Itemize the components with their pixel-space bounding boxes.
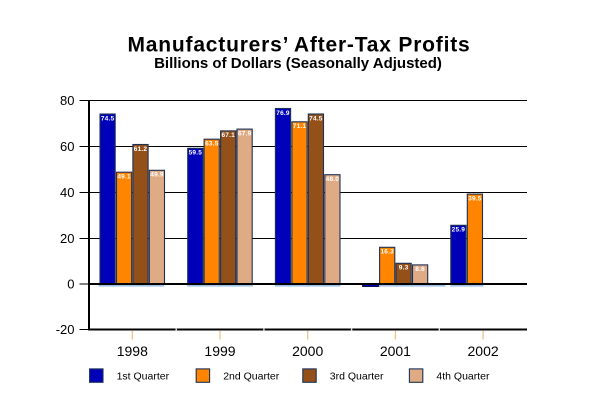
svg-text:3rd Quarter: 3rd Quarter: [330, 370, 384, 382]
svg-text:49.1: 49.1: [117, 174, 131, 181]
svg-text:74.5: 74.5: [309, 115, 323, 122]
svg-text:1998: 1998: [117, 343, 148, 359]
svg-text:48.0: 48.0: [326, 176, 340, 183]
svg-text:25.9: 25.9: [452, 227, 466, 234]
svg-text:74.5: 74.5: [101, 115, 115, 122]
svg-text:80: 80: [60, 93, 74, 108]
svg-text:4th Quarter: 4th Quarter: [436, 370, 490, 382]
svg-text:Manufacturers’ After-Tax Profi: Manufacturers’ After-Tax Profits: [128, 34, 471, 57]
svg-text:-20: -20: [56, 322, 75, 337]
svg-text:39.5: 39.5: [468, 195, 482, 202]
svg-text:9.3: 9.3: [399, 265, 409, 272]
svg-text:76.9: 76.9: [276, 110, 290, 117]
svg-text:67.9: 67.9: [238, 130, 252, 137]
svg-text:Billions of Dollars (Seasonall: Billions of Dollars (Seasonally Adjusted…: [154, 55, 442, 72]
svg-text:16.3: 16.3: [380, 249, 394, 256]
svg-text:2000: 2000: [292, 343, 323, 359]
svg-text:59.5: 59.5: [189, 150, 203, 157]
svg-text:63.5: 63.5: [205, 141, 219, 148]
svg-text:49.9: 49.9: [150, 172, 164, 179]
svg-text:8.6: 8.6: [415, 266, 425, 273]
svg-text:60: 60: [60, 139, 74, 154]
svg-text:2nd Quarter: 2nd Quarter: [223, 370, 280, 382]
svg-text:1999: 1999: [204, 343, 235, 359]
svg-text:61.2: 61.2: [134, 146, 148, 153]
svg-text:67.1: 67.1: [221, 132, 235, 139]
svg-text:0: 0: [67, 277, 74, 292]
svg-text:20: 20: [60, 231, 74, 246]
svg-text:71.1: 71.1: [293, 123, 307, 130]
svg-text:1st Quarter: 1st Quarter: [117, 370, 170, 382]
svg-text:40: 40: [60, 185, 74, 200]
svg-text:2001: 2001: [380, 343, 411, 359]
svg-text:2002: 2002: [468, 343, 499, 359]
